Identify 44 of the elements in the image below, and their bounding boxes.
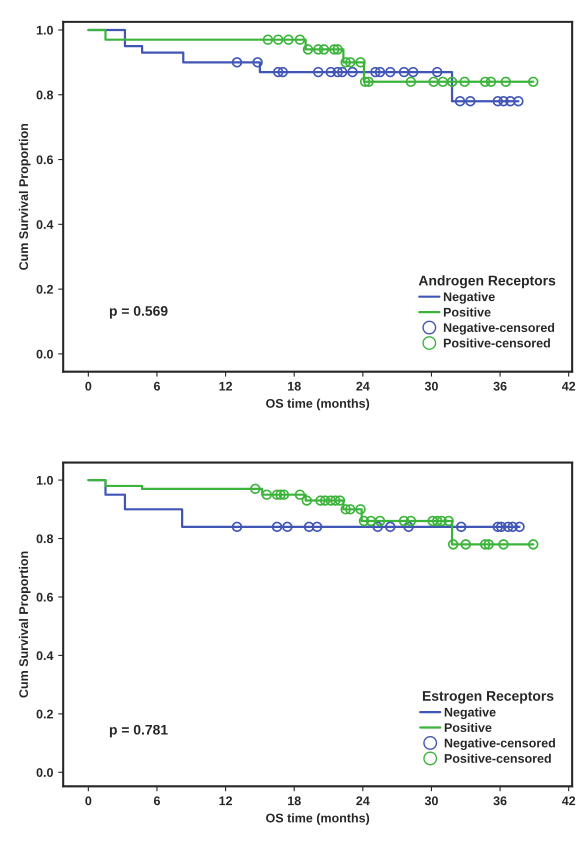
x-tick-label: 12 bbox=[219, 796, 232, 806]
y-tick-label: 0.4 bbox=[36, 220, 54, 229]
y-tick-label: 0.6 bbox=[36, 155, 54, 164]
x-tick-label: 18 bbox=[288, 796, 301, 806]
x-tick-label: 24 bbox=[356, 796, 370, 806]
y-tick-label: 0.2 bbox=[36, 284, 53, 294]
x-tick-label: 18 bbox=[288, 382, 301, 391]
y-tick-label: 0.0 bbox=[36, 768, 53, 777]
legend-label: Negative bbox=[444, 292, 495, 304]
legend-label: Negative-censored bbox=[444, 322, 554, 335]
y-tick-label: 0.0 bbox=[36, 350, 53, 359]
y-axis-title: Cum Survival Proportion bbox=[18, 552, 31, 698]
x-tick-label: 30 bbox=[424, 796, 438, 806]
legend-label: Positive bbox=[444, 307, 491, 317]
legend-label: Positive-censored bbox=[444, 754, 551, 763]
legend-label: Negative bbox=[444, 707, 496, 720]
y-tick-label: 0.6 bbox=[36, 592, 54, 602]
legend-label: Positive bbox=[444, 722, 492, 732]
legend-title: Androgen Receptors bbox=[418, 275, 556, 288]
x-tick-label: 24 bbox=[356, 382, 370, 391]
x-axis-title: OS time (months) bbox=[266, 398, 370, 410]
y-axis-title: Cum Survival Proportion bbox=[18, 124, 31, 270]
x-tick-label: 6 bbox=[154, 382, 160, 391]
x-tick-label: 6 bbox=[154, 796, 160, 806]
y-tick-label: 1.0 bbox=[36, 26, 53, 35]
x-axis-title: OS time (months) bbox=[266, 813, 370, 825]
x-tick-label: 36 bbox=[493, 796, 507, 806]
legend-label: Positive-censored bbox=[444, 338, 550, 348]
x-tick-label: 0 bbox=[85, 796, 92, 806]
y-tick-label: 0.8 bbox=[36, 90, 54, 100]
annotation: p = 0.781 bbox=[110, 724, 168, 738]
x-tick-label: 12 bbox=[219, 382, 232, 391]
x-tick-label: 0 bbox=[85, 382, 92, 391]
x-tick-label: 42 bbox=[562, 796, 576, 806]
y-tick-label: 0.4 bbox=[36, 651, 54, 660]
y-tick-label: 1.0 bbox=[36, 476, 53, 485]
y-tick-label: 0.2 bbox=[36, 710, 53, 719]
x-tick-label: 30 bbox=[424, 382, 438, 391]
annotation: p = 0.569 bbox=[110, 306, 168, 319]
legend-title: Estrogen Receptors bbox=[422, 691, 554, 704]
y-tick-label: 0.8 bbox=[36, 534, 54, 544]
x-tick-label: 36 bbox=[493, 382, 507, 391]
legend-label: Negative-censored bbox=[444, 738, 555, 750]
x-tick-label: 42 bbox=[562, 382, 576, 391]
